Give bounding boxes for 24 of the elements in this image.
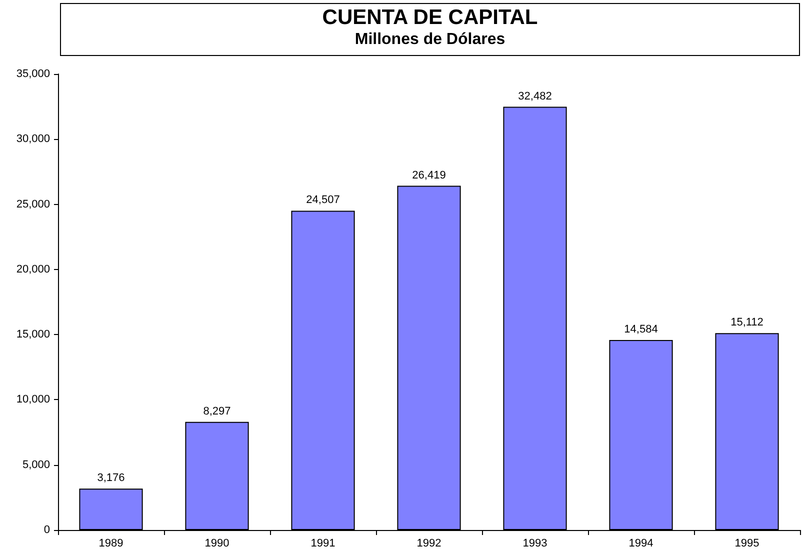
chart-title: CUENTA DE CAPITAL (321, 6, 539, 30)
data-label: 26,419 (412, 169, 446, 182)
y-tick-label: 0 (44, 524, 50, 536)
x-tick-label: 1995 (734, 538, 760, 550)
data-label: 15,112 (730, 316, 764, 329)
y-tick-label: 15,000 (16, 328, 50, 341)
chart-subtitle: Millones de Dólares (354, 30, 506, 50)
y-tick-label: 30,000 (16, 133, 50, 146)
data-label: 24,507 (306, 194, 340, 206)
y-tick-label: 10,000 (16, 394, 50, 406)
data-label: 3,176 (97, 472, 125, 484)
data-label: 14,584 (624, 323, 658, 336)
y-tick-label: 35,000 (16, 68, 50, 80)
x-tick-label: 1991 (310, 538, 336, 550)
data-label: 8,297 (203, 405, 231, 418)
x-tick-label: 1993 (522, 538, 548, 550)
y-tick-label: 5,000 (22, 458, 50, 471)
y-tick-label: 20,000 (16, 263, 50, 276)
y-tick-label: 25,000 (16, 198, 50, 210)
x-tick-label: 1990 (204, 538, 230, 550)
data-label: 32,482 (518, 90, 552, 102)
x-tick-label: 1992 (416, 538, 442, 550)
x-tick-label: 1994 (628, 538, 654, 550)
x-tick-label: 1989 (98, 538, 124, 550)
